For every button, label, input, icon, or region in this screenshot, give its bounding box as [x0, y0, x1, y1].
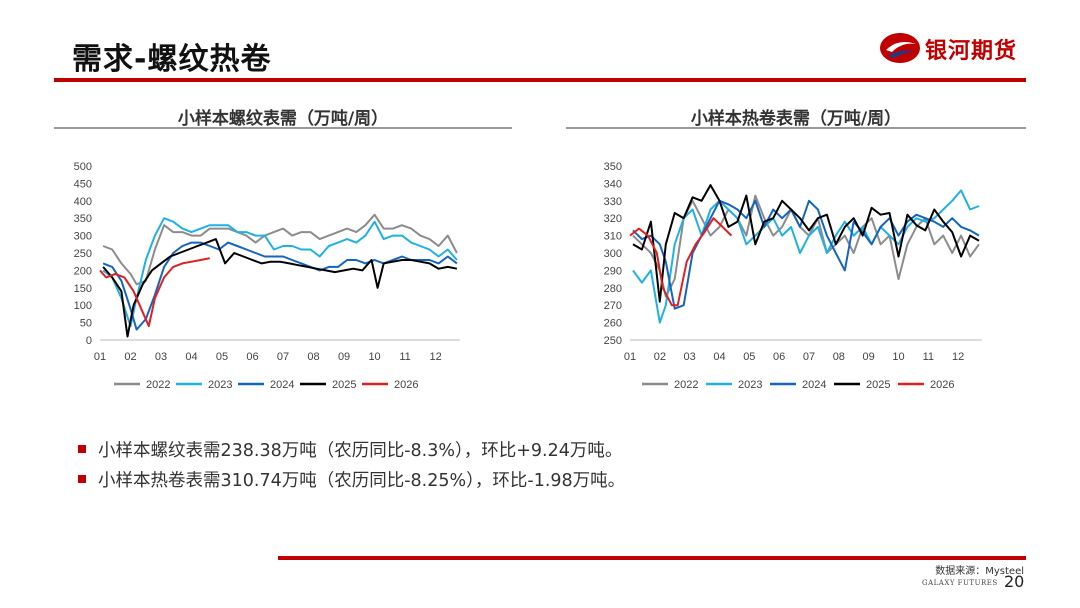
x-tick-label: 11 [399, 351, 410, 363]
series-line-2024 [102, 241, 458, 331]
y-tick-label: 330 [604, 196, 622, 208]
legend-label-2023: 2023 [738, 379, 762, 391]
y-tick-label: 270 [604, 300, 622, 312]
footer-company: GALAXY FUTURES [922, 579, 998, 587]
page-number: 20 [1004, 572, 1025, 591]
x-tick-label: 02 [124, 351, 136, 363]
series-line-2026 [629, 217, 733, 307]
legend-label-2022: 2022 [674, 379, 698, 391]
legend-label-2026: 2026 [930, 379, 954, 391]
x-tick-label: 05 [743, 351, 755, 363]
data-source: 数据来源：Mysteel [935, 566, 1024, 577]
x-tick-label: 10 [368, 351, 380, 363]
y-tick-label: 0 [86, 335, 92, 347]
x-tick-label: 12 [429, 351, 441, 363]
hrc-demand-chart: 250 260 270 280 290 300 310 320 330 340 350 01 02 03 0… [604, 161, 982, 391]
bullet-rebar: 小样本螺纹表需238.38万吨（农历同比-8.3%），环比+9.24万吨。 [78, 434, 625, 464]
page-title: 需求-螺纹热卷 [72, 42, 272, 77]
y-tick-label: 400 [74, 196, 92, 208]
bullet-marker [78, 445, 86, 453]
series-line-2025 [632, 184, 980, 303]
y-tick-label: 200 [74, 265, 92, 277]
bullet-text: 小样本螺纹表需238.38万吨（农历同比-8.3%），环比+9.24万吨。 [98, 440, 623, 461]
series-line-2025 [102, 238, 458, 338]
legend-label-2026: 2026 [394, 379, 418, 391]
title-divider [54, 78, 1026, 82]
x-tick-label: 11 [923, 351, 934, 363]
x-tick-label: 02 [654, 351, 666, 363]
legend-label-2023: 2023 [208, 379, 232, 391]
x-tick-label: 06 [246, 351, 258, 363]
y-tick-label: 100 [74, 300, 92, 312]
legend-label-2025: 2025 [332, 379, 356, 391]
x-tick-label: 09 [338, 351, 350, 363]
y-tick-label: 250 [604, 335, 622, 347]
bullet-text: 小样本热卷表需310.74万吨（农历同比-8.25%），环比-1.98万吨。 [98, 470, 626, 491]
y-tick-label: 150 [74, 283, 92, 295]
y-tick-label: 340 [604, 178, 622, 190]
legend-label-2022: 2022 [146, 379, 170, 391]
y-tick-label: 500 [74, 161, 92, 173]
y-tick-label: 280 [604, 283, 622, 295]
x-tick-label: 05 [216, 351, 228, 363]
series-line-2022 [102, 213, 458, 286]
logo-text: 银河期货 [925, 39, 1018, 64]
chart-title-hrc: 小样本热卷表需（万吨/周） [690, 109, 902, 129]
x-tick-label: 08 [307, 351, 319, 363]
x-tick-label: 09 [863, 351, 875, 363]
y-tick-label: 350 [74, 213, 92, 225]
rebar-demand-chart: 0 50 100 150 200 250 300 350 400 450 500 01 02 03 04 05… [74, 161, 460, 391]
chart-title-rebar: 小样本螺纹表需（万吨/周） [177, 109, 389, 129]
y-tick-label: 310 [604, 231, 622, 243]
series-line-2023 [102, 217, 458, 328]
galaxy-logo-icon [880, 33, 920, 63]
y-tick-label: 300 [74, 231, 92, 243]
chart-title-rule-rebar [54, 127, 512, 129]
x-tick-label: 10 [892, 351, 904, 363]
x-tick-label: 12 [952, 351, 964, 363]
series-line-2023 [632, 189, 980, 324]
y-tick-label: 50 [80, 318, 92, 330]
x-tick-label: 03 [684, 351, 696, 363]
legend-label-2024: 2024 [270, 379, 294, 391]
legend-label-2024: 2024 [802, 379, 826, 391]
x-tick-label: 07 [277, 351, 289, 363]
y-tick-label: 320 [604, 213, 622, 225]
series-line-2024 [632, 199, 980, 310]
x-tick-label: 03 [155, 351, 167, 363]
legend-label-2025: 2025 [866, 379, 890, 391]
y-tick-label: 260 [604, 318, 622, 330]
summary-bullets: 小样本螺纹表需238.38万吨（农历同比-8.3%），环比+9.24万吨。 小样… [78, 434, 625, 494]
y-tick-label: 300 [604, 248, 622, 260]
x-tick-label: 06 [773, 351, 785, 363]
y-tick-label: 450 [74, 178, 92, 190]
y-tick-label: 350 [604, 161, 622, 173]
x-tick-label: 04 [713, 351, 725, 363]
bullet-marker [78, 475, 86, 483]
x-tick-label: 01 [94, 351, 106, 363]
chart-title-rule-hrc [566, 127, 1026, 129]
x-tick-label: 07 [803, 351, 815, 363]
footer-divider [278, 556, 1026, 560]
bullet-hrc: 小样本热卷表需310.74万吨（农历同比-8.25%），环比-1.98万吨。 [78, 464, 625, 494]
series-line-2026 [99, 257, 210, 328]
y-tick-label: 290 [604, 265, 622, 277]
y-tick-label: 250 [74, 248, 92, 260]
x-tick-label: 01 [624, 351, 636, 363]
x-tick-label: 08 [833, 351, 845, 363]
x-tick-label: 04 [185, 351, 197, 363]
